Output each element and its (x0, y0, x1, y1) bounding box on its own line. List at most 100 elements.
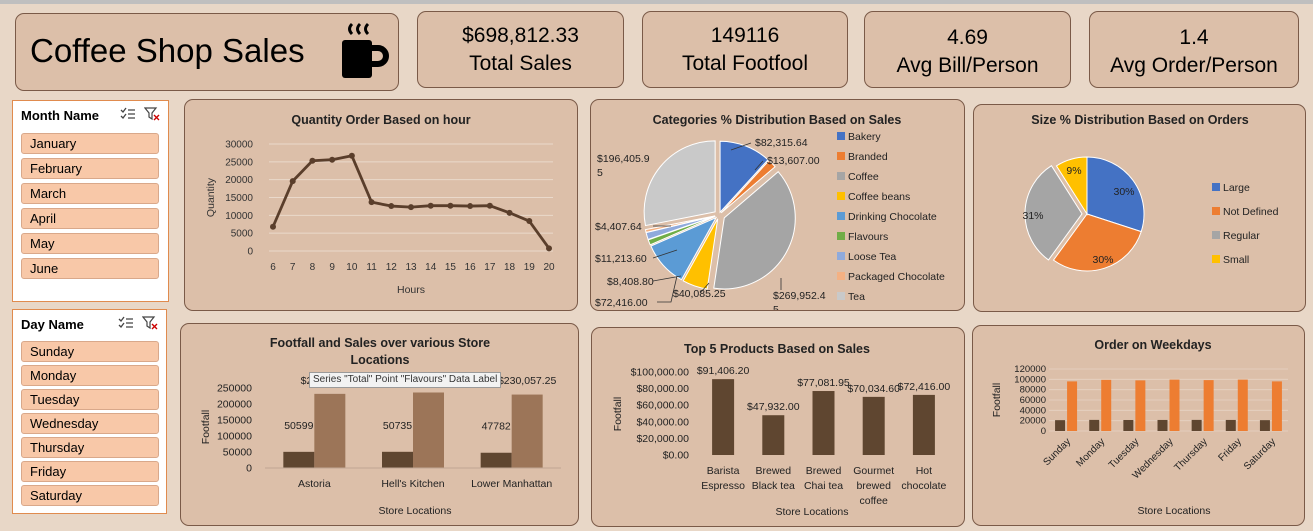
y-tick-label: $60,000.00 (636, 400, 689, 412)
weekdays-chart-panel: Order on Weekdays 0 20000 40000 60000 80000 10… (972, 325, 1305, 526)
x-tick-label: Brewed Chai tea (804, 465, 843, 492)
chart-title: Categories % Distribution Based on Sales (653, 113, 902, 127)
bar (712, 379, 735, 455)
legend-entry: Drinking Chocolate (848, 211, 937, 223)
legend-swatch (837, 292, 845, 300)
slicer-item-friday[interactable]: Friday (21, 461, 159, 482)
data-point (388, 203, 395, 210)
slicer-item-tuesday[interactable]: Tuesday (21, 389, 159, 410)
legend-entry: Loose Tea (848, 251, 896, 263)
x-tick-label: Hell's Kitchen (381, 478, 444, 490)
hourly-line-chart[interactable]: Quantity Order Based on hour 0 5000 10000 15… (185, 100, 577, 310)
title-panel: Coffee Shop Sales (15, 13, 399, 91)
chart-title: Quantity Order Based on hour (291, 113, 470, 127)
x-tick-label: Tuesday (1107, 436, 1142, 471)
x-tick-label: Gourmet brewed coffee (853, 465, 894, 507)
slicer-item-march[interactable]: March (21, 183, 159, 204)
chart-title: Locations (350, 353, 409, 367)
legend-entry: Regular (1223, 230, 1260, 242)
x-tick-label: 9 (329, 262, 335, 273)
y-tick-label: 250000 (217, 383, 252, 395)
data-label: $230,057.25 (498, 375, 557, 387)
kpi-avg-bill: 4.69 Avg Bill/Person (864, 11, 1071, 88)
bar (283, 451, 315, 468)
multi-select-icon[interactable] (120, 107, 136, 121)
data-label-tooltip: Series "Total" Point "Flavours" Data Lab… (309, 372, 502, 388)
data-label: 50599 (284, 420, 313, 432)
x-tick-label: 16 (465, 262, 477, 273)
sizes-pie-chart[interactable]: Size % Distribution Based on Orders 30% 30… (974, 105, 1305, 311)
slicer-item-sunday[interactable]: Sunday (21, 341, 159, 362)
data-point (289, 178, 296, 185)
data-label: $40,085.25 (673, 288, 726, 300)
bar (1135, 380, 1146, 431)
slicer-item-monday[interactable]: Monday (21, 365, 159, 386)
data-label: 31% (1022, 210, 1043, 222)
chart-title: Order on Weekdays (1094, 338, 1211, 352)
categories-pie-chart[interactable]: Categories % Distribution Based on Sales… (591, 100, 964, 310)
data-label: $196,405.9 5 (597, 153, 650, 179)
data-label: 9% (1066, 165, 1081, 177)
chart-title: Size % Distribution Based on Orders (1031, 113, 1248, 127)
x-tick-label: Friday (1216, 436, 1243, 463)
pie-slice (1055, 156, 1088, 216)
products-bar-chart[interactable]: Top 5 Products Based on Sales $0.00 $20,00… (592, 328, 964, 526)
x-tick-label: Brewed Black tea (752, 465, 795, 492)
y-axis-label: Footfall (612, 397, 624, 431)
slicer-item-april[interactable]: April (21, 208, 159, 229)
legend-swatch (837, 132, 845, 140)
x-tick-label: 18 (504, 262, 516, 273)
slicer-item-june[interactable]: June (21, 258, 159, 279)
data-label: $8,408.80 (607, 276, 654, 288)
kpi-value: $698,812.33 (462, 24, 579, 47)
y-axis-label: Quantity (205, 177, 217, 217)
legend-entry: Branded (848, 151, 888, 163)
pie-slice (650, 216, 718, 281)
slicer-item-thursday[interactable]: Thursday (21, 437, 159, 458)
slicer-item-january[interactable]: January (21, 133, 159, 154)
y-tick-label: 50000 (223, 447, 252, 459)
pie-slice (1052, 213, 1142, 272)
x-axis-label: Store Locations (776, 506, 849, 518)
y-tick-label: 25000 (225, 157, 253, 168)
stores-bar-chart[interactable]: Footfall and Sales over various Store Loc… (181, 324, 578, 525)
kpi-value: 149116 (710, 24, 780, 47)
chart-title: Top 5 Products Based on Sales (684, 342, 870, 356)
legend-entry: Large (1223, 182, 1250, 194)
bar (1271, 381, 1282, 431)
x-tick-label: 10 (346, 262, 358, 273)
leader-line (730, 142, 752, 151)
y-tick-label: 20000 (1020, 416, 1046, 427)
data-point (427, 202, 434, 209)
y-tick-label: $0.00 (663, 450, 689, 462)
legend-entry: Flavours (848, 231, 888, 243)
clear-filter-icon[interactable] (144, 107, 160, 121)
data-point (408, 204, 414, 211)
data-point (546, 245, 552, 252)
weekdays-bar-chart[interactable]: Order on Weekdays 02000040000600008000010… (973, 326, 1304, 525)
kpi-total-sales: $698,812.33 Total Sales (417, 11, 624, 88)
slicer-item-saturday[interactable]: Saturday (21, 485, 159, 506)
stores-chart-panel: Footfall and Sales over various Store Loc… (180, 323, 579, 526)
y-axis-label: Footfall (991, 383, 1003, 417)
data-point (368, 199, 375, 206)
y-tick-label: 5000 (231, 229, 254, 240)
legend-swatch (1212, 231, 1220, 239)
y-axis-label: Footfall (200, 410, 212, 444)
multi-select-icon[interactable] (118, 316, 134, 330)
bar (314, 393, 346, 468)
x-tick-label: 19 (524, 262, 536, 273)
clear-filter-icon[interactable] (142, 316, 158, 330)
bar (1101, 379, 1112, 431)
y-tick-label: 0 (246, 463, 252, 475)
y-tick-label: 40000 (1020, 405, 1046, 416)
slicer-item-may[interactable]: May (21, 233, 159, 254)
data-label: 30% (1113, 186, 1134, 198)
slicer-item-february[interactable]: February (21, 158, 159, 179)
legend-entry: Coffee (848, 171, 879, 183)
sizes-chart-panel: Size % Distribution Based on Orders 30% 30… (973, 104, 1306, 312)
x-tick-label: Saturday (1242, 436, 1278, 472)
x-tick-label: 8 (310, 262, 316, 273)
y-tick-label: 200000 (217, 399, 252, 411)
slicer-item-wednesday[interactable]: Wednesday (21, 413, 159, 434)
